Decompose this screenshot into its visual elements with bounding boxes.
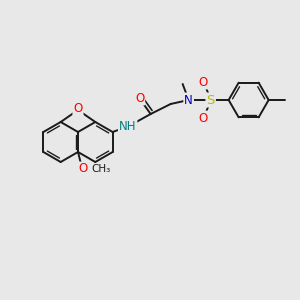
Text: N: N xyxy=(184,94,193,106)
Text: O: O xyxy=(198,112,207,124)
Text: O: O xyxy=(198,76,207,88)
Text: O: O xyxy=(135,92,144,104)
Text: O: O xyxy=(74,103,82,116)
Text: S: S xyxy=(206,94,215,106)
Text: NH: NH xyxy=(119,119,136,133)
Text: CH₃: CH₃ xyxy=(91,164,110,174)
Text: O: O xyxy=(78,163,88,176)
